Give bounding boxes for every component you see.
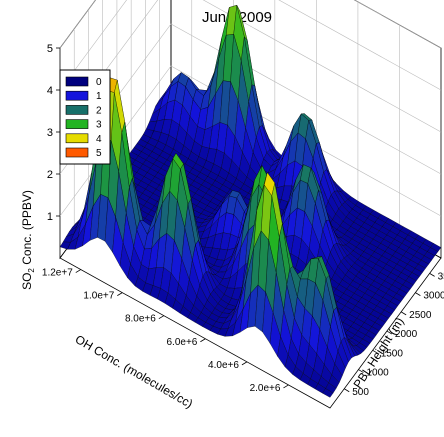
y-tick-label: 3500 bbox=[438, 271, 444, 282]
z-axis-label: SO2 Conc. (PPBV) bbox=[20, 190, 36, 290]
legend-label: 5 bbox=[96, 148, 102, 159]
z-gridline bbox=[59, 0, 442, 91]
legend-label: 4 bbox=[96, 134, 102, 145]
axis-ticks: 1 2 3 4 5 1.2e+7 1.0e+7 8.0e+6 6.0e+6 4.0e+6 2.0e+… bbox=[42, 43, 444, 398]
x-tick bbox=[117, 292, 123, 296]
y-tick bbox=[386, 330, 393, 335]
x-tick-label: 1.2e+7 bbox=[42, 268, 73, 279]
x-tick-label: 1.0e+7 bbox=[83, 291, 114, 302]
y-tick bbox=[400, 311, 407, 316]
z-tick-label: 2 bbox=[47, 169, 53, 181]
y-tick bbox=[344, 388, 350, 393]
y-tick-label: 2500 bbox=[409, 310, 432, 321]
surface-cell bbox=[322, 388, 334, 398]
legend-label: 2 bbox=[96, 105, 102, 116]
y-tick-label: 1500 bbox=[381, 348, 404, 359]
y-tick bbox=[372, 349, 378, 354]
x-tick-label: 2.0e+6 bbox=[250, 383, 281, 394]
x-tick bbox=[241, 361, 248, 366]
z-tick-label: 3 bbox=[47, 127, 53, 139]
legend-swatch bbox=[65, 119, 89, 129]
y-tick-label: 2000 bbox=[395, 329, 418, 340]
x-tick-label: 8.0e+6 bbox=[125, 314, 156, 325]
legend-swatch bbox=[65, 105, 89, 115]
x-tick bbox=[158, 315, 165, 320]
x-tick-label: 4.0e+6 bbox=[208, 360, 239, 371]
x-tick bbox=[283, 384, 289, 389]
y-tick bbox=[429, 273, 435, 277]
z-tick-label: 4 bbox=[47, 85, 53, 97]
legend-swatch bbox=[65, 147, 89, 158]
x-tick bbox=[75, 269, 81, 273]
z-tick-label: 1 bbox=[47, 211, 53, 223]
x-tick bbox=[200, 338, 206, 343]
legend-swatch bbox=[65, 76, 89, 87]
legend-label: 1 bbox=[96, 91, 102, 102]
legend-label: 3 bbox=[96, 120, 102, 131]
surface-mesh bbox=[59, 4, 442, 398]
legend-label: 0 bbox=[96, 77, 102, 88]
y-tick-label: 500 bbox=[352, 387, 369, 398]
y-tick-label: 3000 bbox=[423, 291, 444, 302]
y-tick-label: 1000 bbox=[366, 368, 389, 379]
legend-swatch bbox=[65, 133, 89, 144]
x-tick-label: 6.0e+6 bbox=[167, 337, 198, 348]
y-tick bbox=[358, 369, 364, 373]
z-tick-label: 5 bbox=[47, 43, 53, 55]
legend-swatch bbox=[65, 90, 89, 101]
legend: 0 1 2 3 4 5 bbox=[59, 69, 111, 165]
y-tick bbox=[415, 292, 421, 296]
